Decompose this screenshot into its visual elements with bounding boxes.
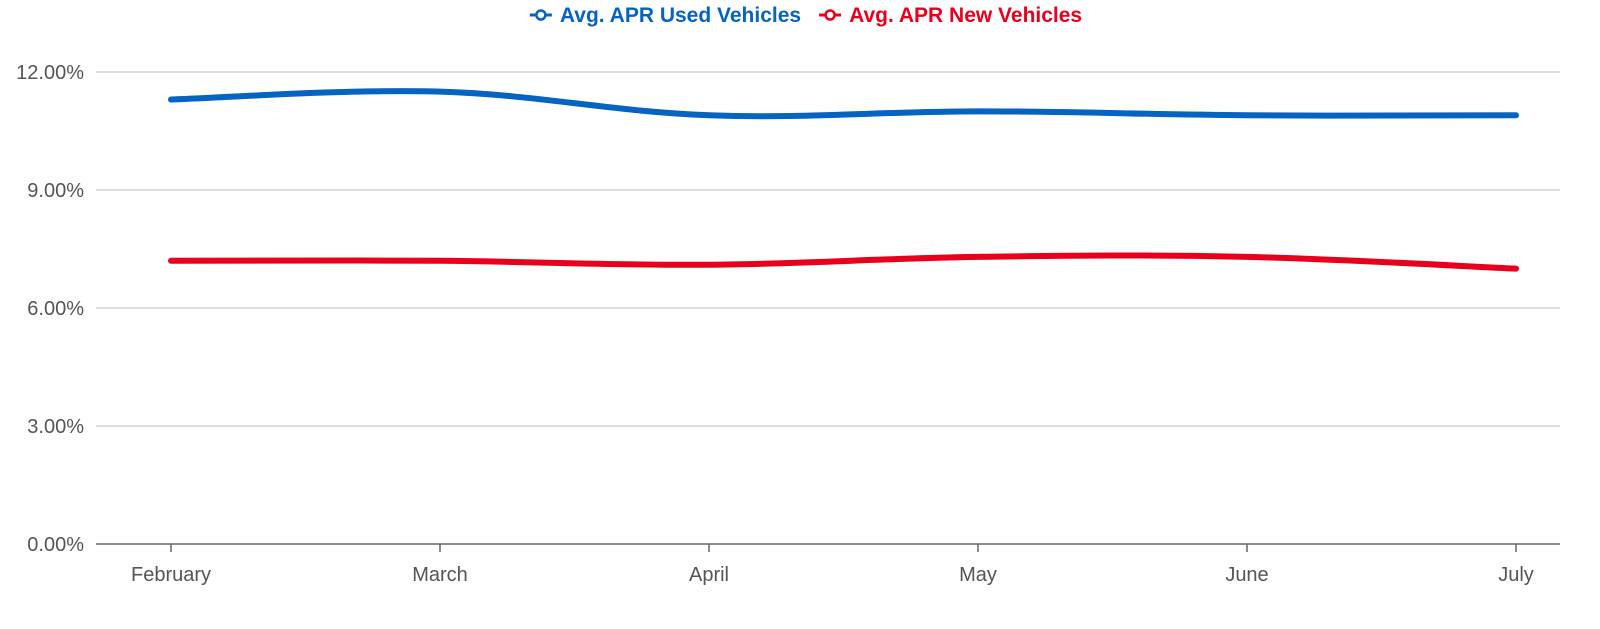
- legend-marker-icon: [824, 9, 836, 21]
- x-tick-label: May: [959, 564, 997, 586]
- y-tick-label: 12.00%: [16, 62, 84, 84]
- x-tick-label: July: [1498, 564, 1534, 586]
- legend-label: Avg. APR Used Vehicles: [560, 4, 801, 27]
- legend-item-0[interactable]: Avg. APR Used Vehicles: [529, 4, 801, 27]
- legend: Avg. APR Used Vehicles Avg. APR New Vehic…: [529, 4, 1082, 27]
- series-line-1: [168, 252, 1519, 272]
- y-tick-label: 6.00%: [27, 298, 84, 320]
- y-tick-label: 9.00%: [27, 180, 84, 202]
- x-axis: February March April May June July: [96, 543, 1560, 586]
- legend-item-1[interactable]: Avg. APR New Vehicles: [819, 4, 1082, 27]
- legend-label: Avg. APR New Vehicles: [849, 4, 1082, 27]
- x-tick-label: June: [1225, 564, 1268, 586]
- x-tick-label: March: [412, 564, 468, 586]
- legend-marker-icon: [535, 9, 547, 21]
- x-tick-label: February: [131, 564, 211, 586]
- series-line-0: [168, 88, 1519, 120]
- grid: [96, 71, 1560, 427]
- y-tick-label: 0.00%: [27, 534, 84, 556]
- x-tick-label: April: [689, 564, 729, 586]
- series-group: [168, 88, 1519, 272]
- y-axis: 0.00% 3.00% 6.00% 9.00% 12.00%: [16, 62, 84, 556]
- y-tick-label: 3.00%: [27, 416, 84, 438]
